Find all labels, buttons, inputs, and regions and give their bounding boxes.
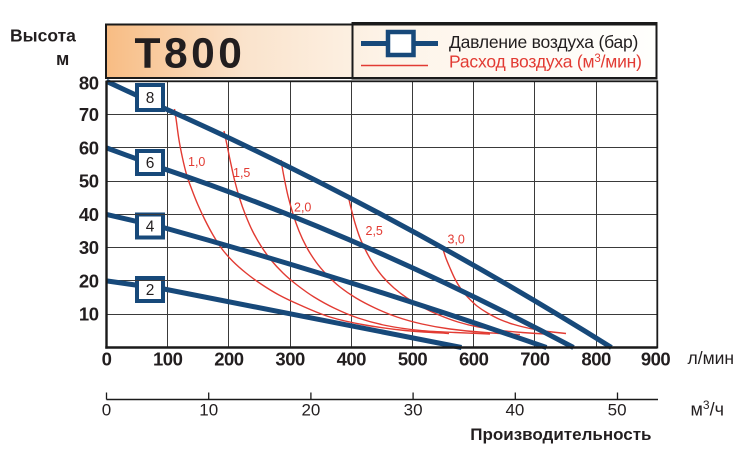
svg-text:60: 60 bbox=[79, 137, 99, 158]
svg-text:3,0: 3,0 bbox=[448, 233, 465, 247]
svg-text:Расход воздуха (м3/мин): Расход воздуха (м3/мин) bbox=[449, 52, 642, 72]
svg-text:200: 200 bbox=[214, 349, 244, 370]
svg-text:1,0: 1,0 bbox=[188, 155, 205, 169]
svg-text:л/мин: л/мин bbox=[688, 348, 735, 368]
svg-text:T800: T800 bbox=[135, 30, 246, 77]
svg-text:70: 70 bbox=[79, 104, 99, 125]
svg-text:300: 300 bbox=[275, 349, 305, 370]
svg-text:10: 10 bbox=[199, 400, 218, 419]
svg-text:20: 20 bbox=[301, 400, 320, 419]
svg-text:600: 600 bbox=[459, 349, 489, 370]
svg-text:700: 700 bbox=[520, 349, 550, 370]
svg-text:50: 50 bbox=[608, 400, 627, 419]
svg-text:Давление воздуха (бар): Давление воздуха (бар) bbox=[449, 32, 638, 52]
svg-text:10: 10 bbox=[79, 304, 99, 325]
svg-text:50: 50 bbox=[79, 171, 99, 192]
svg-text:м: м bbox=[56, 49, 69, 69]
svg-text:80: 80 bbox=[79, 73, 99, 94]
svg-text:100: 100 bbox=[153, 349, 183, 370]
svg-text:40: 40 bbox=[79, 204, 99, 225]
svg-text:0: 0 bbox=[102, 349, 112, 370]
svg-text:30: 30 bbox=[404, 400, 423, 419]
svg-text:20: 20 bbox=[79, 270, 99, 291]
svg-text:30: 30 bbox=[79, 237, 99, 258]
svg-text:6: 6 bbox=[146, 155, 155, 172]
svg-text:2,5: 2,5 bbox=[366, 224, 383, 238]
svg-text:Производительность: Производительность bbox=[470, 425, 651, 444]
svg-text:40: 40 bbox=[505, 400, 524, 419]
svg-text:1,5: 1,5 bbox=[233, 166, 250, 180]
svg-text:400: 400 bbox=[337, 349, 367, 370]
svg-text:2: 2 bbox=[146, 282, 155, 299]
svg-text:м3/ч: м3/ч bbox=[691, 398, 724, 420]
svg-text:500: 500 bbox=[398, 349, 428, 370]
svg-text:4: 4 bbox=[146, 219, 155, 236]
svg-text:8: 8 bbox=[146, 90, 155, 107]
svg-text:2,0: 2,0 bbox=[294, 201, 311, 215]
svg-text:800: 800 bbox=[581, 349, 611, 370]
svg-text:0: 0 bbox=[102, 400, 111, 419]
svg-text:900: 900 bbox=[641, 349, 671, 370]
svg-text:Высота: Высота bbox=[10, 26, 76, 46]
